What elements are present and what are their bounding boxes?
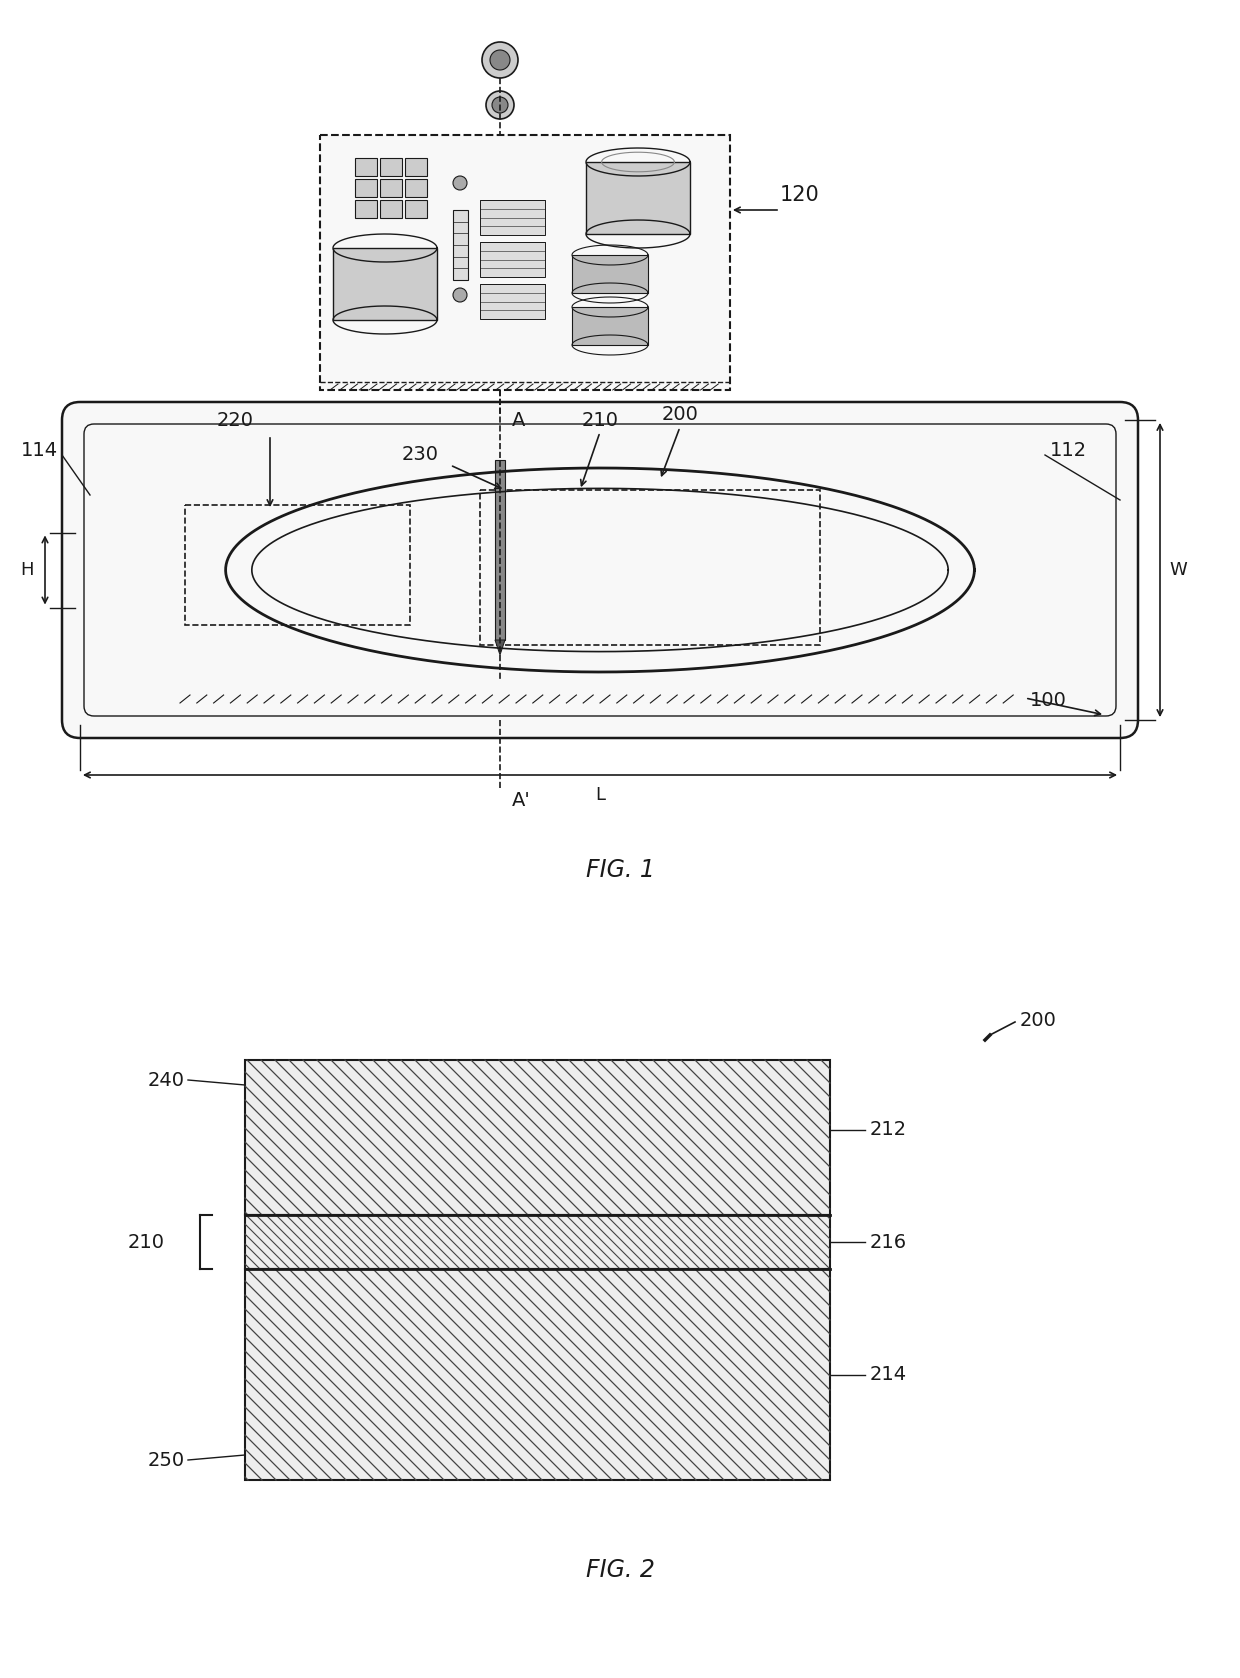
Text: 240: 240 <box>148 1071 185 1089</box>
Text: W: W <box>1169 560 1187 579</box>
Text: 112: 112 <box>1050 441 1087 460</box>
Text: 200: 200 <box>662 406 698 425</box>
Bar <box>480 490 820 644</box>
Circle shape <box>490 50 510 70</box>
Bar <box>405 158 427 176</box>
Bar <box>379 158 402 176</box>
Text: 212: 212 <box>870 1121 908 1139</box>
Polygon shape <box>587 163 689 233</box>
Bar <box>495 460 505 639</box>
Bar <box>405 180 427 196</box>
Text: 250: 250 <box>148 1450 185 1470</box>
Text: A': A' <box>512 790 531 809</box>
Bar <box>453 210 467 280</box>
Text: 200: 200 <box>1021 1010 1056 1030</box>
Text: 230: 230 <box>402 445 439 465</box>
Circle shape <box>453 289 467 302</box>
Polygon shape <box>495 639 505 654</box>
Text: 210: 210 <box>582 411 619 430</box>
FancyBboxPatch shape <box>62 403 1138 738</box>
Polygon shape <box>246 1215 830 1269</box>
Polygon shape <box>572 307 649 346</box>
Circle shape <box>486 91 515 119</box>
Text: 216: 216 <box>870 1233 908 1252</box>
Text: 210: 210 <box>128 1233 165 1252</box>
Bar <box>379 200 402 218</box>
Text: 100: 100 <box>1030 691 1066 710</box>
Text: A: A <box>512 411 526 430</box>
Text: 114: 114 <box>21 441 58 460</box>
Circle shape <box>453 176 467 190</box>
Text: 220: 220 <box>217 411 253 430</box>
Bar <box>480 200 546 235</box>
Bar <box>379 180 402 196</box>
Bar <box>185 505 410 624</box>
Polygon shape <box>334 248 436 320</box>
Polygon shape <box>320 134 730 389</box>
Text: 120: 120 <box>780 185 820 205</box>
Text: H: H <box>20 560 33 579</box>
Circle shape <box>482 42 518 77</box>
Text: FIG. 1: FIG. 1 <box>585 857 655 883</box>
Circle shape <box>492 97 508 112</box>
Bar <box>480 284 546 319</box>
Text: L: L <box>595 785 605 804</box>
Text: FIG. 2: FIG. 2 <box>585 1557 655 1582</box>
Bar <box>480 242 546 277</box>
Polygon shape <box>246 1060 830 1215</box>
Polygon shape <box>246 1269 830 1480</box>
Polygon shape <box>572 255 649 294</box>
Bar <box>355 200 377 218</box>
Bar <box>355 180 377 196</box>
Text: 214: 214 <box>870 1364 908 1384</box>
Bar <box>355 158 377 176</box>
Bar <box>405 200 427 218</box>
